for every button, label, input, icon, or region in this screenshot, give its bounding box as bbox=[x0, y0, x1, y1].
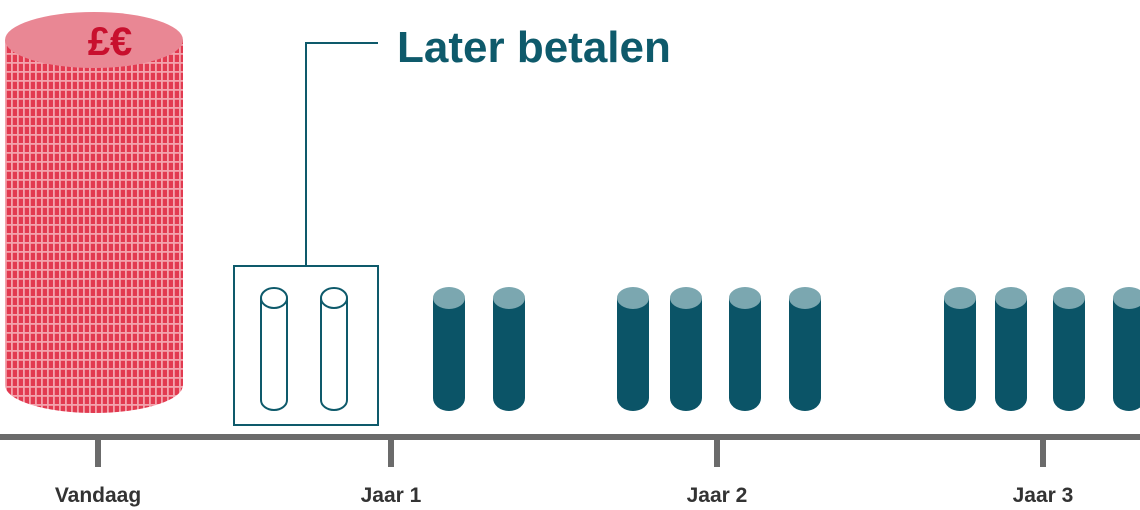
cylinder bbox=[944, 298, 976, 411]
open-cylinder-top bbox=[261, 288, 287, 308]
cylinder bbox=[617, 298, 649, 411]
open-cylinder-top bbox=[321, 288, 347, 308]
cylinder-top bbox=[995, 287, 1027, 309]
cylinder bbox=[789, 298, 821, 411]
cylinder-top bbox=[789, 287, 821, 309]
cylinder-top bbox=[670, 287, 702, 309]
cylinder-top bbox=[433, 287, 465, 309]
payment-cylinders bbox=[433, 287, 1140, 411]
cylinder bbox=[729, 298, 761, 411]
cylinder-top bbox=[729, 287, 761, 309]
timeline bbox=[0, 437, 1140, 467]
cylinder-top bbox=[493, 287, 525, 309]
later-box bbox=[234, 43, 378, 425]
title: Later betalen bbox=[397, 23, 671, 72]
box bbox=[234, 266, 378, 425]
cylinder-top bbox=[1053, 287, 1085, 309]
stack-body bbox=[0, 30, 190, 420]
timeline-label: Vandaag bbox=[55, 484, 141, 507]
connector bbox=[306, 43, 378, 266]
timeline-label: Jaar 1 bbox=[361, 484, 422, 507]
cylinder-top bbox=[617, 287, 649, 309]
cylinder-top bbox=[944, 287, 976, 309]
coin-stack: £€ bbox=[0, 12, 190, 420]
illustration: £€ Later betalen Vandaag Jaar 1 Jaar 2 J… bbox=[0, 0, 1140, 510]
cylinder bbox=[493, 298, 525, 411]
cylinder bbox=[1113, 298, 1140, 411]
cylinder bbox=[995, 298, 1027, 411]
timeline-label: Jaar 3 bbox=[1013, 484, 1074, 507]
timeline-label: Jaar 2 bbox=[687, 484, 748, 507]
cylinder bbox=[670, 298, 702, 411]
cylinder bbox=[1053, 298, 1085, 411]
currency-label: £€ bbox=[88, 20, 133, 64]
cylinder bbox=[433, 298, 465, 411]
open-cylinder bbox=[261, 298, 287, 410]
page: £€ Later betalen Vandaag Jaar 1 Jaar 2 J… bbox=[0, 0, 1140, 510]
open-cylinder bbox=[321, 298, 347, 410]
